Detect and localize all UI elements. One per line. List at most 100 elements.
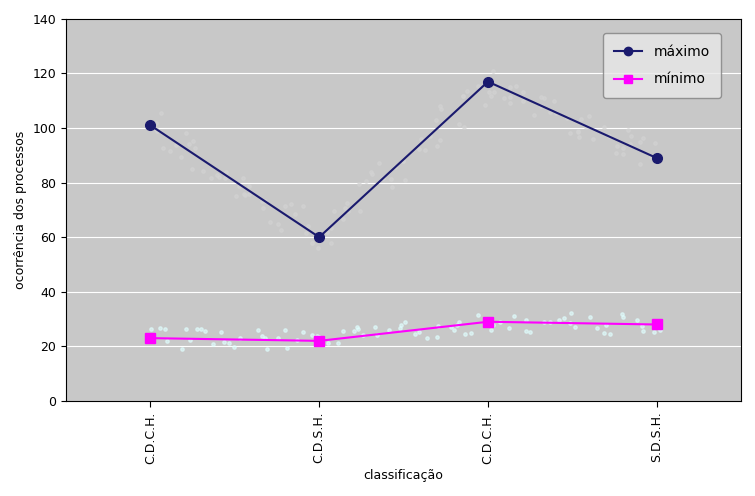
Point xyxy=(397,157,409,165)
Point xyxy=(341,207,353,215)
Point xyxy=(328,207,340,215)
Point xyxy=(207,340,219,348)
Point xyxy=(239,190,251,198)
Point xyxy=(180,325,192,333)
Point xyxy=(396,321,408,329)
Point xyxy=(433,322,445,330)
Point xyxy=(257,204,269,212)
Point xyxy=(243,190,255,198)
Point xyxy=(485,326,497,334)
Point xyxy=(170,140,182,148)
Point xyxy=(558,314,570,322)
Point xyxy=(618,144,630,152)
Point xyxy=(538,318,550,326)
Point xyxy=(524,328,536,336)
Point xyxy=(191,325,203,333)
Point xyxy=(220,169,233,177)
Point xyxy=(161,337,173,345)
Point xyxy=(279,326,291,334)
Point xyxy=(520,315,532,323)
Point xyxy=(617,312,629,320)
Point xyxy=(569,323,581,331)
Point xyxy=(154,324,166,332)
Point xyxy=(625,132,637,140)
Point xyxy=(634,161,646,169)
Point xyxy=(397,157,409,165)
Point xyxy=(419,146,431,154)
Point xyxy=(583,112,595,120)
Point xyxy=(390,163,402,171)
Point xyxy=(590,324,602,332)
Point xyxy=(230,192,242,200)
Point xyxy=(365,168,378,176)
Point xyxy=(145,324,157,332)
Point xyxy=(610,149,622,157)
Point xyxy=(233,182,245,189)
Point xyxy=(211,171,223,179)
Point xyxy=(352,325,364,333)
Point xyxy=(353,180,365,187)
Point xyxy=(360,177,372,185)
Point xyxy=(451,321,463,329)
Point xyxy=(314,233,326,241)
Point xyxy=(654,326,666,334)
Point xyxy=(561,114,573,122)
Point xyxy=(156,110,168,118)
Point xyxy=(354,207,366,215)
Point xyxy=(637,134,649,142)
Point xyxy=(564,129,576,137)
Point xyxy=(149,125,162,133)
Point xyxy=(313,244,325,252)
Point xyxy=(486,321,498,329)
Point xyxy=(495,317,507,325)
Point xyxy=(356,331,368,339)
Point xyxy=(176,345,188,353)
Point xyxy=(195,325,207,333)
Point xyxy=(538,94,550,102)
Point xyxy=(649,139,661,147)
Point xyxy=(189,144,201,152)
Point xyxy=(535,93,547,101)
Point xyxy=(548,97,560,105)
Point xyxy=(243,183,255,190)
Point xyxy=(332,339,344,347)
Point xyxy=(321,228,333,236)
Point xyxy=(377,174,389,182)
Point xyxy=(598,123,610,130)
Point xyxy=(544,108,556,116)
Point xyxy=(186,137,199,145)
Point xyxy=(197,168,209,176)
Point xyxy=(637,327,649,335)
Point xyxy=(272,220,284,228)
Point xyxy=(238,190,250,198)
Point xyxy=(445,323,458,331)
Point xyxy=(421,334,433,342)
Point xyxy=(452,318,464,326)
Point xyxy=(159,325,171,333)
Point xyxy=(508,312,520,320)
Point xyxy=(394,324,406,332)
Point xyxy=(339,204,351,212)
Point xyxy=(646,153,658,161)
Point xyxy=(458,92,470,100)
Point xyxy=(413,328,425,336)
Point xyxy=(205,174,217,182)
Point xyxy=(482,77,494,85)
Point xyxy=(575,115,587,123)
Point xyxy=(351,323,363,331)
Point xyxy=(598,329,610,337)
Point xyxy=(307,331,319,339)
Point xyxy=(550,109,562,117)
Point xyxy=(386,183,398,190)
Point xyxy=(412,145,424,153)
Point xyxy=(581,123,593,131)
Point xyxy=(256,332,268,340)
Point xyxy=(183,140,195,148)
Point xyxy=(337,215,349,223)
Point xyxy=(409,330,421,338)
Point xyxy=(504,324,516,332)
Point xyxy=(504,99,516,107)
Point xyxy=(366,171,378,179)
Point xyxy=(275,226,287,234)
Point xyxy=(260,334,272,342)
